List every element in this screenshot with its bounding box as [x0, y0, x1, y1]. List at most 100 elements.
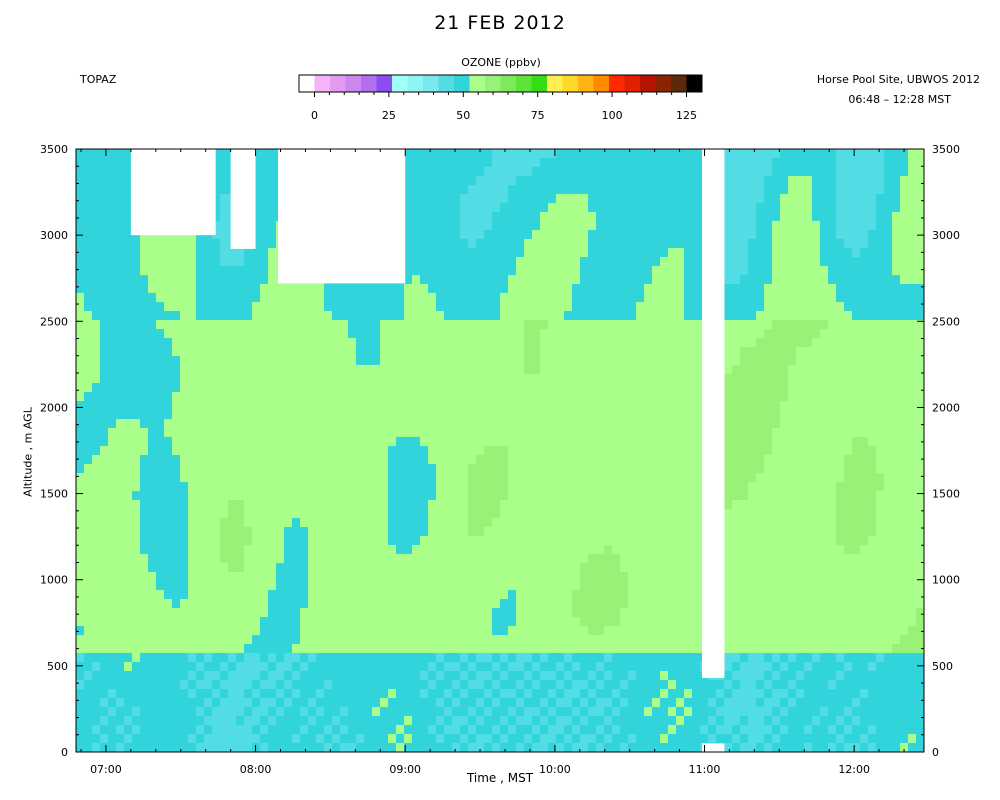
heatmap-cell — [676, 311, 685, 321]
heatmap-cell — [460, 428, 469, 438]
heatmap-cell — [788, 527, 797, 537]
heatmap-cell — [516, 428, 525, 438]
heatmap-cell — [828, 347, 837, 357]
heatmap-cell — [692, 320, 701, 330]
heatmap-cell — [860, 203, 869, 213]
heatmap-cell — [316, 500, 325, 510]
heatmap-cell — [412, 203, 421, 213]
heatmap-cell — [236, 563, 245, 573]
heatmap-cell — [444, 374, 453, 384]
heatmap-cell — [684, 149, 693, 159]
heatmap-cell — [388, 410, 397, 420]
heatmap-cell — [500, 437, 509, 447]
heatmap-cell — [508, 302, 517, 312]
heatmap-cell — [820, 158, 829, 168]
heatmap-cell — [292, 329, 301, 339]
heatmap-cell — [332, 347, 341, 357]
heatmap-cell — [428, 509, 437, 519]
heatmap-cell — [180, 554, 189, 564]
heatmap-cell — [436, 437, 445, 447]
heatmap-cell — [844, 167, 853, 177]
heatmap-cell — [508, 563, 517, 573]
heatmap-cell — [108, 212, 117, 222]
heatmap-cell — [572, 473, 581, 483]
heatmap-cell — [892, 446, 901, 456]
heatmap-cell — [732, 392, 741, 402]
heatmap-cell — [348, 563, 357, 573]
heatmap-cell — [116, 482, 125, 492]
heatmap-cell — [788, 401, 797, 411]
heatmap-cell — [156, 473, 165, 483]
heatmap-cell — [628, 509, 637, 519]
heatmap-cell — [868, 284, 877, 294]
heatmap-cell — [756, 329, 765, 339]
heatmap-cell — [588, 473, 597, 483]
heatmap-cell — [860, 329, 869, 339]
heatmap-cell — [492, 518, 501, 528]
heatmap-cell — [124, 545, 133, 555]
heatmap-cell — [196, 437, 205, 447]
heatmap-cell — [812, 365, 821, 375]
heatmap-cell — [348, 446, 357, 456]
heatmap-cell — [116, 527, 125, 537]
heatmap-cell — [860, 293, 869, 303]
heatmap-cell — [540, 338, 549, 348]
heatmap-cell — [364, 491, 373, 501]
heatmap-cell — [340, 284, 349, 294]
heatmap-cell — [324, 284, 333, 294]
heatmap-cell — [148, 419, 157, 429]
heatmap-cell — [380, 473, 389, 483]
heatmap-cell — [220, 401, 229, 411]
heatmap-cell — [836, 518, 845, 528]
heatmap-cell — [308, 428, 317, 438]
heatmap-cell — [836, 221, 845, 231]
heatmap-cell — [780, 365, 789, 375]
heatmap-cell — [588, 257, 597, 267]
heatmap-cell — [684, 392, 693, 402]
heatmap-cell — [724, 374, 733, 384]
heatmap-cell — [572, 446, 581, 456]
heatmap-cell — [772, 302, 781, 312]
heatmap-cell — [636, 410, 645, 420]
heatmap-cell — [540, 356, 549, 366]
heatmap-cell — [564, 248, 573, 258]
heatmap-cell — [548, 239, 557, 249]
heatmap-cell — [164, 374, 173, 384]
heatmap-cell — [468, 149, 477, 159]
heatmap-cell — [780, 203, 789, 213]
heatmap-cell — [236, 374, 245, 384]
heatmap-cell — [204, 275, 213, 285]
heatmap-cell — [332, 401, 341, 411]
heatmap-cell — [740, 356, 749, 366]
heatmap-cell — [916, 383, 924, 393]
heatmap-cell — [412, 446, 421, 456]
heatmap-cell — [612, 482, 621, 492]
heatmap-cell — [164, 428, 173, 438]
heatmap-cell — [476, 419, 485, 429]
heatmap-cell — [324, 365, 333, 375]
heatmap-cell — [580, 221, 589, 231]
heatmap-cell — [604, 383, 613, 393]
heatmap-cell — [268, 545, 277, 555]
heatmap-cell — [260, 149, 269, 159]
heatmap-cell — [908, 158, 917, 168]
heatmap-cell — [148, 275, 157, 285]
heatmap-cell — [892, 203, 901, 213]
heatmap-cell — [788, 203, 797, 213]
heatmap-cell — [388, 446, 397, 456]
heatmap-cell — [516, 329, 525, 339]
heatmap-cell — [236, 455, 245, 465]
heatmap-cell — [372, 473, 381, 483]
heatmap-cell — [228, 536, 237, 546]
heatmap-cell — [300, 518, 309, 528]
heatmap-cell — [188, 455, 197, 465]
heatmap-cell — [244, 473, 253, 483]
heatmap-cell — [412, 158, 421, 168]
heatmap-cell — [100, 482, 109, 492]
heatmap-cell — [612, 311, 621, 321]
heatmap-cell — [156, 248, 165, 258]
heatmap-cell — [148, 338, 157, 348]
heatmap-cell — [764, 311, 773, 321]
heatmap-cell — [668, 266, 677, 276]
heatmap-cell — [508, 329, 517, 339]
